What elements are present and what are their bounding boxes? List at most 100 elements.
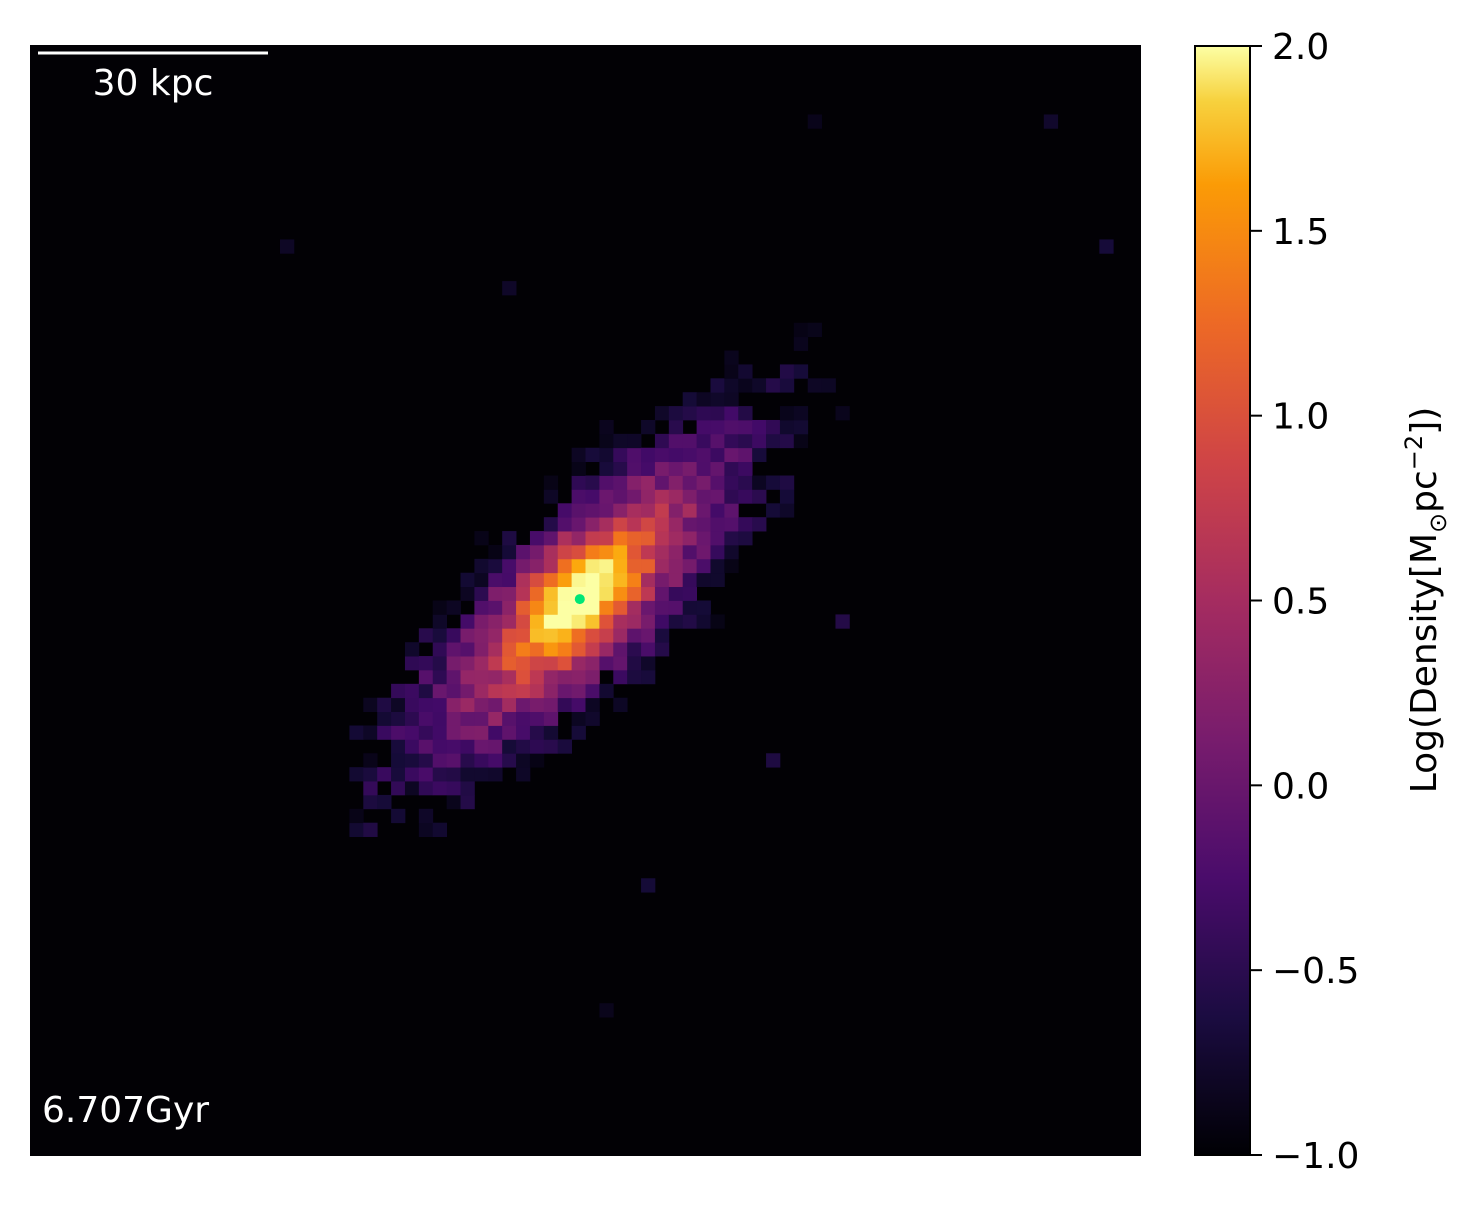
density-cell <box>696 406 711 421</box>
density-cell <box>641 878 656 893</box>
density-cell <box>738 406 753 421</box>
density-cell <box>585 572 600 588</box>
density-cell <box>404 683 420 699</box>
density-cell <box>474 586 489 601</box>
density-cell <box>654 614 670 629</box>
density-cell <box>599 475 614 490</box>
density-cell <box>474 628 489 643</box>
density-cell <box>654 489 670 504</box>
density-cell <box>557 531 573 546</box>
density-cell <box>1043 114 1059 129</box>
density-cell <box>432 739 448 754</box>
density-cell <box>446 683 461 699</box>
density-cell <box>279 239 295 254</box>
density-cells <box>279 114 1114 1018</box>
density-cell <box>696 558 711 574</box>
density-cell <box>654 447 670 463</box>
density-cell <box>516 586 531 601</box>
density-cell <box>696 433 711 449</box>
density-cell <box>502 725 517 740</box>
density-cell <box>529 683 545 699</box>
density-cell <box>724 350 739 365</box>
density-cell <box>641 475 656 490</box>
density-cell <box>613 489 628 504</box>
density-cell <box>627 544 642 560</box>
density-cell <box>460 739 475 754</box>
density-cell <box>696 600 711 615</box>
density-cell <box>752 475 767 490</box>
density-cell <box>641 447 656 463</box>
density-cell <box>585 656 600 671</box>
density-cell <box>418 725 434 740</box>
density-cell <box>585 697 600 712</box>
density-cell <box>529 711 545 726</box>
density-cell <box>724 517 739 532</box>
density-cell <box>585 614 600 629</box>
density-cell <box>654 475 670 490</box>
density-cell <box>488 628 503 643</box>
density-cell <box>474 697 489 712</box>
density-cell <box>793 364 809 379</box>
density-cell <box>474 669 489 685</box>
density-cell <box>543 517 559 532</box>
density-cell <box>474 572 489 588</box>
colorbar-ticks: 2.0 1.5 1.0 0.5 0.0 −0.5 −1.0 <box>1250 27 1359 1177</box>
density-cell <box>446 628 461 643</box>
density-cell <box>599 656 614 671</box>
density-cell <box>627 447 642 463</box>
density-cell <box>404 725 420 740</box>
colorbar-tick-label: 0.5 <box>1272 582 1329 623</box>
density-cell <box>599 572 614 588</box>
density-cell <box>488 558 503 574</box>
density-cell <box>460 628 475 643</box>
colorbar <box>1194 45 1251 1156</box>
density-cell <box>446 600 461 615</box>
density-cell <box>446 794 461 810</box>
density-cell <box>613 600 628 615</box>
density-cell <box>432 725 448 740</box>
density-cell <box>710 475 725 490</box>
density-cell <box>474 642 489 657</box>
density-cell <box>543 475 559 490</box>
density-cell <box>516 711 531 726</box>
density-cell <box>710 433 725 449</box>
density-cell <box>377 697 392 712</box>
density-cell <box>766 503 781 518</box>
density-cell <box>627 503 642 518</box>
density-cell <box>682 406 697 421</box>
density-cell <box>460 656 475 671</box>
density-cell <box>682 392 697 407</box>
density-cell <box>696 461 711 476</box>
density-cell <box>668 572 684 588</box>
colorbar-label: Log(Density[M⊙pc−2]) <box>1400 407 1452 794</box>
density-cell <box>488 669 503 685</box>
density-cell <box>738 364 753 379</box>
density-cell <box>488 683 503 699</box>
density-cell <box>585 447 600 463</box>
density-cell <box>738 531 753 546</box>
density-cell <box>474 531 489 546</box>
density-cell <box>488 753 503 768</box>
density-cell <box>418 628 434 643</box>
density-cell <box>529 572 545 588</box>
density-cell <box>516 753 531 768</box>
density-cell <box>391 753 406 768</box>
density-cell <box>557 600 573 615</box>
density-cell <box>460 697 475 712</box>
density-cell <box>363 794 378 810</box>
density-cell <box>627 531 642 546</box>
density-cell <box>613 461 628 476</box>
density-cell <box>599 683 614 699</box>
density-cell <box>404 753 420 768</box>
density-cell <box>516 669 531 685</box>
density-cell <box>710 531 725 546</box>
density-cell <box>668 461 684 476</box>
density-cell <box>446 781 461 796</box>
density-cell <box>571 558 586 574</box>
density-cell <box>779 475 795 490</box>
density-cell <box>404 642 420 657</box>
density-cell <box>654 558 670 574</box>
density-cell <box>446 711 461 726</box>
density-cell <box>599 642 614 657</box>
density-cell <box>641 531 656 546</box>
